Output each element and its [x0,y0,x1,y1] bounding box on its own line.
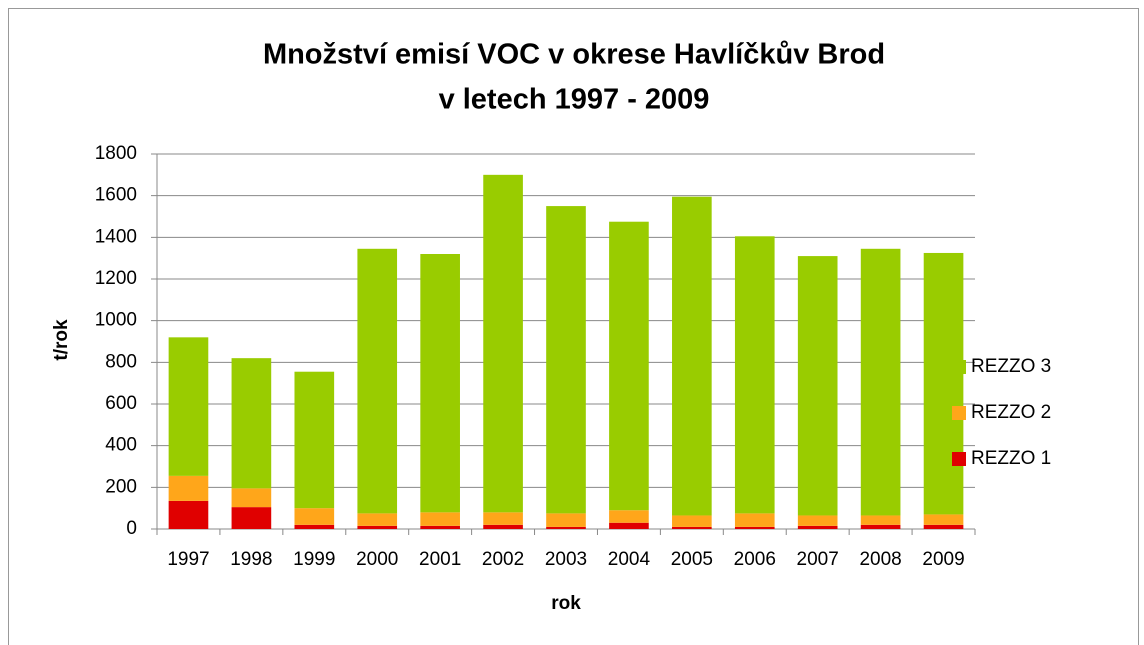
x-tick-label: 1999 [293,549,335,570]
legend-swatch [952,360,966,374]
bar-segment [797,525,838,529]
legend-swatch [952,406,966,420]
bar-segment [609,510,649,523]
bar-segment [546,513,586,527]
bar-segment [420,525,460,529]
x-tick-label: 2006 [734,549,776,570]
chart-title: Množství emisí VOC v okrese Havlíčkův Br… [263,39,885,71]
bar-segment [672,515,712,527]
legend-label: REZZO 3 [971,356,1051,377]
bar-segment [483,512,523,525]
bar-segment [860,524,901,529]
bar-segment [357,525,398,529]
x-tick-label: 1997 [167,549,209,570]
bar-segment [672,196,712,516]
bar-segment [294,371,335,509]
x-tick-label: 2004 [608,549,651,570]
bar-segment [923,514,964,525]
chart-frame [8,8,1139,645]
bar-segment [231,358,272,489]
bar-segment [797,515,838,526]
bar-segment [734,236,775,514]
bar-segment [168,475,209,501]
bar-segment [231,488,272,508]
y-tick-label: 800 [105,351,137,372]
legend-swatch [952,452,966,466]
x-tick-label: 2007 [797,549,839,570]
bar-segment [672,526,712,529]
y-axis-title: t/rok [51,319,72,361]
bar-segment [797,256,838,516]
x-tick-label: 2009 [922,549,964,570]
y-tick-label: 1000 [95,310,137,331]
bar-segment [546,526,586,529]
y-tick-label: 0 [126,518,137,539]
bar-segment [923,252,964,515]
bar-segment [483,174,523,513]
bar-segment [609,522,649,529]
y-tick-label: 600 [105,393,137,414]
chart-subtitle: v letech 1997 - 2009 [439,84,710,116]
y-tick-label: 1800 [95,143,137,164]
x-tick-label: 2001 [419,549,461,570]
bar-segment [357,248,398,514]
bar-segment [168,337,209,476]
y-tick-label: 200 [105,476,137,497]
x-tick-label: 2005 [671,549,713,570]
bar-segment [483,524,523,529]
bar-segment [168,500,209,529]
legend-label: REZZO 1 [971,448,1051,469]
bar-segment [357,513,398,526]
x-tick-label: 2000 [356,549,398,570]
y-tick-label: 1400 [95,226,137,247]
x-tick-label: 2002 [482,549,524,570]
y-tick-label: 1600 [95,185,137,206]
bar-segment [734,513,775,527]
bar-segment [860,515,901,525]
x-tick-label: 2008 [859,549,901,570]
bar-segment [294,508,335,525]
x-tick-label: 2003 [545,549,587,570]
bar-segment [420,254,460,513]
legend-label: REZZO 2 [971,402,1051,423]
y-tick-label: 400 [105,435,137,456]
bar-segment [923,524,964,529]
bar-segment [231,507,272,529]
bar-segment [609,221,649,511]
bar-segment [546,206,586,514]
bar-segment [294,524,335,529]
x-axis-title: rok [551,593,581,614]
bar-segment [734,526,775,529]
bar-segment [420,512,460,526]
x-tick-label: 1998 [230,549,272,570]
bar-segment [860,248,901,516]
y-tick-label: 1200 [95,268,137,289]
